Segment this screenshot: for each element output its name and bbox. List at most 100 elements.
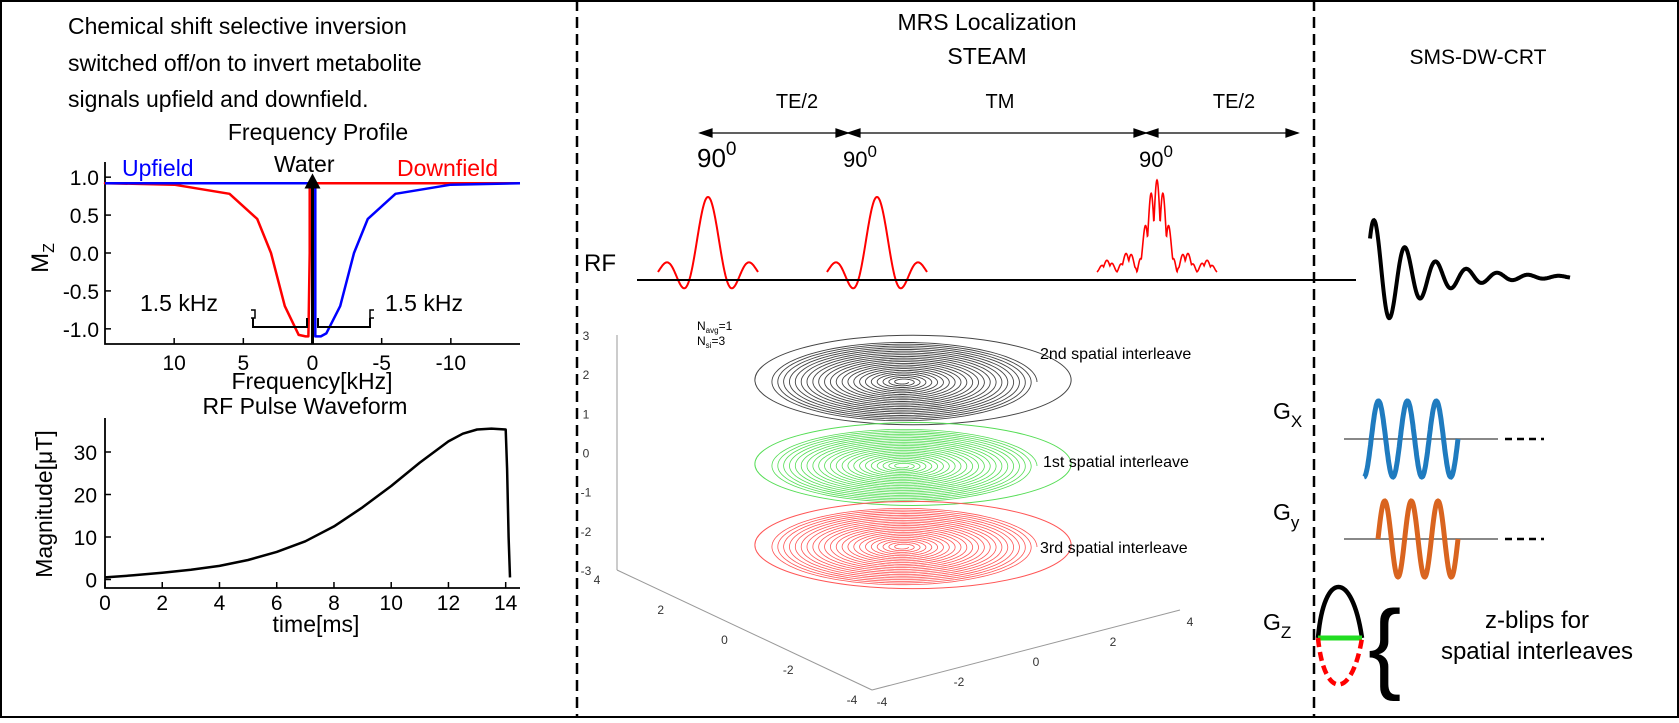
blips-caption-line-1: z-blips for: [1485, 607, 1589, 634]
spiral-2nd-path: [771, 341, 1038, 422]
rf-x-tick-label: 6: [271, 592, 283, 615]
spiral-z-tick-label: 2: [583, 368, 590, 382]
interleave-1st-label: 1st spatial interleave: [1043, 454, 1189, 471]
freq-y-tick-label: -0.5: [63, 281, 99, 304]
spiral-x-tick-label: -2: [783, 663, 794, 677]
label-upfield: Upfield: [122, 155, 194, 181]
middle-panel: MRS Localization STEAM TE/2 TM TE/2 900 …: [581, 9, 1356, 709]
rf-pulse-1: [657, 195, 759, 290]
timing-arrow-2-left-head: [846, 128, 861, 138]
freq-y-tick-label: 0.0: [70, 243, 99, 266]
spiral-x-tick-label: 0: [721, 633, 728, 647]
rf-x-tick-label: 10: [380, 592, 403, 615]
description-line-1: Chemical shift selective inversion: [68, 13, 407, 39]
gz-blip-bottom: [1315, 637, 1365, 687]
interleave-2nd-label: 2nd spatial interleave: [1040, 346, 1191, 363]
timing-arrows: [698, 128, 1300, 138]
freq-series: [103, 181, 521, 338]
right-panel: SMS-DW-CRT GX Gy GZ { z-blips for spatia…: [1263, 46, 1633, 702]
rf-y-label: Magnitude[μT]: [31, 430, 57, 578]
freq-y-ticks: 1.0 0.5 0.0 -0.5 -1.0: [63, 167, 111, 342]
spiral-plot-box: [616, 335, 1181, 691]
spiral-1st-interleave: [754, 422, 1072, 506]
interleave-3rd-label: 3rd spatial interleave: [1040, 540, 1188, 557]
freq-x-tick-label: 5: [237, 352, 249, 375]
spiral-y-tick-label: -2: [954, 675, 965, 689]
rf-pulse-3: [1096, 178, 1218, 274]
timing-arrow-2-right-head: [1133, 128, 1148, 138]
freq-y-tick-label: 0.5: [70, 205, 99, 228]
freq-y-tick-label: 1.0: [70, 167, 99, 190]
rf-y-tick-label: 0: [85, 570, 97, 593]
spiral-x-tick-label: 4: [594, 573, 601, 587]
rf-x-tick-label: 0: [99, 592, 111, 615]
spiral-1st-path: [771, 429, 1038, 503]
spiral-z-tick-label: -1: [581, 486, 592, 500]
bandwidth-label-left: 1.5 kHz: [140, 290, 218, 316]
navg-label: Navg=1: [697, 319, 733, 335]
gz-label: GZ: [1263, 609, 1291, 642]
rf-waveform-chart: RF Pulse Waveform 30 20 10 0 0 2 4 6 8 10 12 14 Ma…: [31, 393, 520, 637]
fid-signal: [1368, 217, 1571, 321]
spiral-z-tick-label: 3: [583, 329, 590, 343]
timing-arrow-1-left-head: [698, 128, 713, 138]
spiral-y-tick-label: 2: [1110, 635, 1117, 649]
rf-series-line: [104, 427, 512, 579]
freq-series-upfield: [105, 181, 521, 338]
freq-y-label: MZ: [27, 243, 58, 273]
gx-waveform: [1362, 398, 1461, 480]
spiral-z-tick-label: -2: [581, 525, 592, 539]
nsi-label: Nsi=3: [697, 334, 725, 350]
gy-label: Gy: [1273, 499, 1300, 532]
rf-x-tick-label: 14: [494, 592, 518, 615]
bandwidth-bracket-right-cap: [369, 309, 374, 319]
spiral-z-tick-label: 0: [583, 447, 590, 461]
rf-y-ticks: 30 20 10 0: [74, 442, 111, 593]
freq-x-tick-label: -10: [436, 352, 466, 375]
x-axis: [616, 569, 873, 691]
rf-axes: [104, 418, 520, 589]
spiral-2nd-interleave: [754, 334, 1072, 426]
freq-y-tick-label: -1.0: [63, 319, 99, 342]
freq-x-tick-label: 10: [162, 352, 185, 375]
spiral-3rd-interleave: [754, 500, 1072, 590]
rf-series: [104, 427, 512, 579]
rf-x-tick-label: 8: [328, 592, 340, 615]
bandwidth-bracket-left-cap: [251, 309, 256, 319]
spiral-y-tick-label: -4: [877, 695, 888, 709]
spiral-2nd-path-outer-loop: [754, 334, 1072, 426]
y-axis: [871, 609, 1181, 691]
description-line-3: signals upfield and downfield.: [68, 86, 368, 112]
spiral-y-tick-label: 0: [1033, 655, 1040, 669]
gz-blip-top: [1315, 585, 1365, 639]
gx-label: GX: [1273, 398, 1302, 431]
spiral-3rd-path: [771, 508, 1038, 586]
description-line-2: switched off/on to invert metabolite: [68, 50, 422, 76]
bandwidth-bracket-right: [317, 318, 371, 328]
rf-x-ticks: 0 2 4 6 8 10 12 14: [99, 582, 518, 615]
spiral-x-ticks: 4 2 0 -2 -4: [594, 573, 858, 707]
spiral-z-tick-label: 1: [583, 407, 590, 421]
rf-x-tick-label: 12: [437, 592, 460, 615]
interval-tm: TM: [986, 91, 1015, 113]
spiral-y-ticks: -4 -2 0 2 4: [877, 615, 1194, 709]
blips-caption-line-2: spatial interleaves: [1441, 638, 1633, 665]
interval-te-half-2: TE/2: [1213, 91, 1255, 113]
rf-y-tick-label: 30: [74, 442, 97, 465]
rf-label: RF: [584, 250, 616, 277]
sms-title: SMS-DW-CRT: [1410, 46, 1547, 69]
spiral-1st-path-outer-loop: [754, 422, 1072, 506]
water-arrow-head: [304, 173, 321, 189]
rf-x-label: time[ms]: [273, 611, 360, 637]
label-downfield: Downfield: [397, 155, 498, 181]
rf-x-tick-label: 4: [214, 592, 226, 615]
freq-x-label: Frequency[kHz]: [231, 368, 392, 394]
spiral-z-ticks: 3 2 1 0 -1 -2 -3: [581, 329, 592, 578]
flip-angle-3: 900: [1139, 142, 1173, 172]
bandwidth-bracket-left: [252, 318, 308, 328]
spiral-y-tick-label: 4: [1187, 615, 1194, 629]
